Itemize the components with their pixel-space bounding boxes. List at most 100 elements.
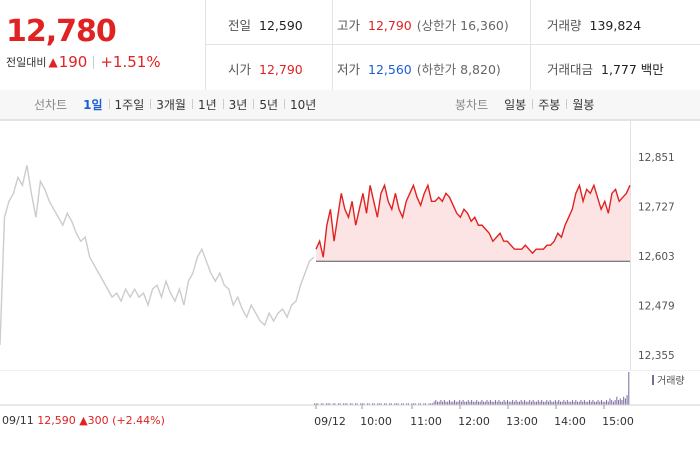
volume-bar — [500, 401, 502, 405]
volume-value: 139,824 — [589, 18, 642, 33]
change-label: 전일대비 — [6, 56, 47, 69]
volume-bar — [595, 401, 597, 405]
volume-bar — [484, 401, 486, 405]
volume-bar — [390, 403, 392, 405]
volume-bar — [372, 403, 374, 405]
volume-bar — [594, 401, 596, 405]
lower-limit: (하한가 8,820) — [416, 62, 501, 77]
chart-grid — [0, 120, 700, 370]
prev-day-series — [0, 165, 315, 346]
volume-bar — [563, 400, 565, 405]
volume-swatch — [652, 374, 654, 385]
divider — [93, 55, 95, 69]
tab-monthly-candle[interactable]: 월봉 — [566, 96, 600, 113]
volume-bar — [544, 401, 546, 405]
tab-3month[interactable]: 3개월 — [150, 96, 192, 113]
volume-bar — [549, 400, 551, 405]
tab-weekly-candle[interactable]: 주봉 — [532, 96, 566, 113]
volume-bar — [508, 401, 510, 405]
volume-bar — [580, 400, 582, 405]
volume-bar — [583, 400, 585, 405]
volume-bar — [573, 401, 575, 405]
volume-bar — [464, 401, 466, 405]
volume-chart — [0, 370, 700, 406]
volume-bar — [577, 401, 579, 405]
volume-bar — [315, 403, 317, 405]
volume-bar — [542, 401, 544, 405]
up-arrow-icon: ▲ — [48, 55, 58, 69]
volume-bar — [457, 401, 459, 405]
volume-bar — [525, 401, 527, 405]
volume-bar — [612, 401, 614, 405]
volume-bar — [510, 401, 512, 405]
volume-bar — [611, 400, 613, 405]
volume-bar — [322, 403, 324, 405]
x-tick-label: 10:00 — [360, 415, 392, 428]
volume-bar — [619, 398, 621, 405]
x-tick-label: 13:00 — [506, 415, 538, 428]
candle-chart-title: 봉차트 — [455, 98, 489, 112]
volume-bar — [466, 401, 468, 405]
volume-bar — [624, 398, 626, 405]
divider — [530, 0, 531, 90]
volume-bar — [448, 400, 450, 405]
x-tick-label: 15:00 — [602, 415, 634, 428]
volume-bar — [556, 401, 558, 405]
volume-bar — [467, 400, 469, 405]
volume-bar — [559, 401, 561, 405]
volume-bar — [401, 403, 403, 405]
volume-bar — [472, 401, 474, 405]
volume-bar — [628, 372, 630, 405]
up-arrow-icon: ▲ — [79, 414, 88, 427]
volume-bar — [558, 400, 560, 405]
volume-bar — [623, 396, 625, 405]
volume-bar — [380, 403, 382, 405]
volume-bar — [592, 400, 594, 405]
volume-bar — [486, 400, 488, 405]
volume-bar — [618, 400, 620, 405]
x-tick-label: 11:00 — [410, 415, 442, 428]
line-chart-title: 선차트 — [34, 98, 68, 112]
volume-bar — [507, 400, 509, 405]
price-box: 12,780 전일대비 ▲ 190 +1.51% — [0, 0, 205, 90]
volume-bar — [481, 400, 483, 405]
volume-bar — [530, 401, 532, 405]
tab-daily-candle[interactable]: 일봉 — [504, 98, 527, 112]
open-label: 시가 — [228, 62, 252, 77]
volume-bar — [568, 401, 570, 405]
volume-bar — [344, 403, 346, 405]
tab-1year[interactable]: 1년 — [191, 96, 223, 113]
volume-bar — [430, 403, 432, 405]
chart-tabs: 선차트 1일 1주일 3개월 1년 3년 5년 10년 봉차트 일봉 주봉 월봉 — [0, 90, 700, 120]
volume-bar — [471, 400, 473, 405]
volume-bar — [452, 401, 454, 405]
volume-bar — [407, 403, 409, 405]
tab-5year[interactable]: 5년 — [253, 96, 284, 113]
volume-bar — [428, 403, 430, 405]
volume-bar — [496, 401, 498, 405]
tab-10year[interactable]: 10년 — [284, 96, 322, 113]
x-tick-label: 09/12 — [314, 415, 346, 428]
volume-bar — [343, 403, 345, 405]
volume-bar — [325, 403, 327, 405]
today-area — [316, 185, 630, 262]
open-value: 12,790 — [259, 62, 303, 77]
volume-bar — [431, 403, 433, 405]
x-axis: 09/12 10:00 11:00 12:00 13:00 14:00 15:00 — [314, 405, 634, 428]
volume-bar — [548, 401, 550, 405]
volume-bar — [436, 401, 438, 405]
volume-bar — [570, 401, 572, 405]
divider — [205, 44, 700, 45]
upper-limit: (상한가 16,360) — [416, 18, 509, 33]
tab-1day[interactable]: 1일 — [83, 98, 103, 112]
volume-bar — [385, 403, 387, 405]
tab-1week[interactable]: 1주일 — [108, 96, 151, 113]
y-tick-label: 12,479 — [638, 301, 675, 313]
volume-bar — [501, 401, 503, 405]
volume-cell: 거래량 139,824 — [547, 15, 641, 34]
amount-label: 거래대금 — [547, 62, 594, 77]
tab-3year[interactable]: 3년 — [222, 96, 254, 113]
candle-chart-tabs: 봉차트 일봉 주봉 월봉 — [455, 90, 600, 119]
volume-legend-label: 거래량 — [657, 376, 685, 387]
volume-bar — [469, 401, 471, 405]
